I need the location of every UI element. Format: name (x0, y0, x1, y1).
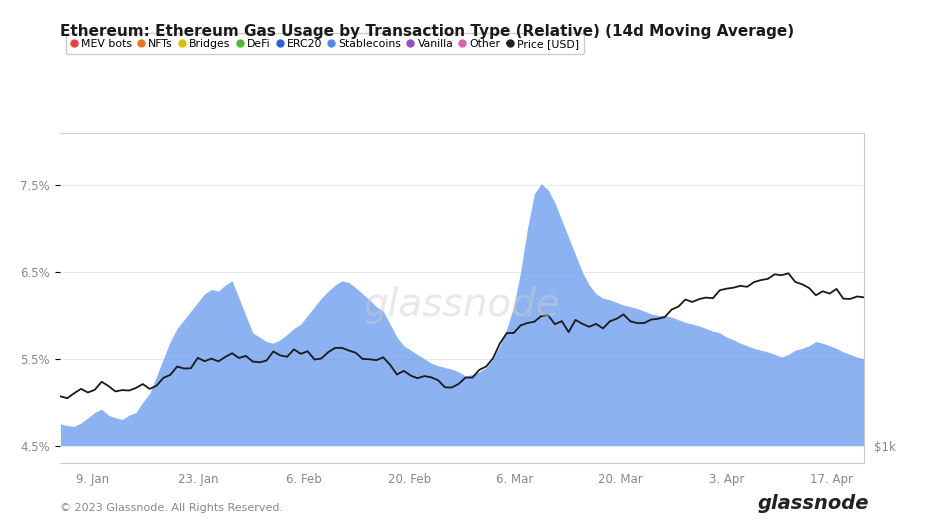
Legend: MEV bots, NFTs, Bridges, DeFi, ERC20, Stablecoins, Vanilla, Other, Price [USD]: MEV bots, NFTs, Bridges, DeFi, ERC20, St… (66, 33, 584, 54)
Text: Ethereum: Ethereum Gas Usage by Transaction Type (Relative) (14d Moving Average): Ethereum: Ethereum Gas Usage by Transact… (60, 24, 793, 39)
Text: glassnode: glassnode (364, 286, 560, 324)
Text: © 2023 Glassnode. All Rights Reserved.: © 2023 Glassnode. All Rights Reserved. (60, 503, 283, 513)
Text: glassnode: glassnode (756, 494, 868, 513)
